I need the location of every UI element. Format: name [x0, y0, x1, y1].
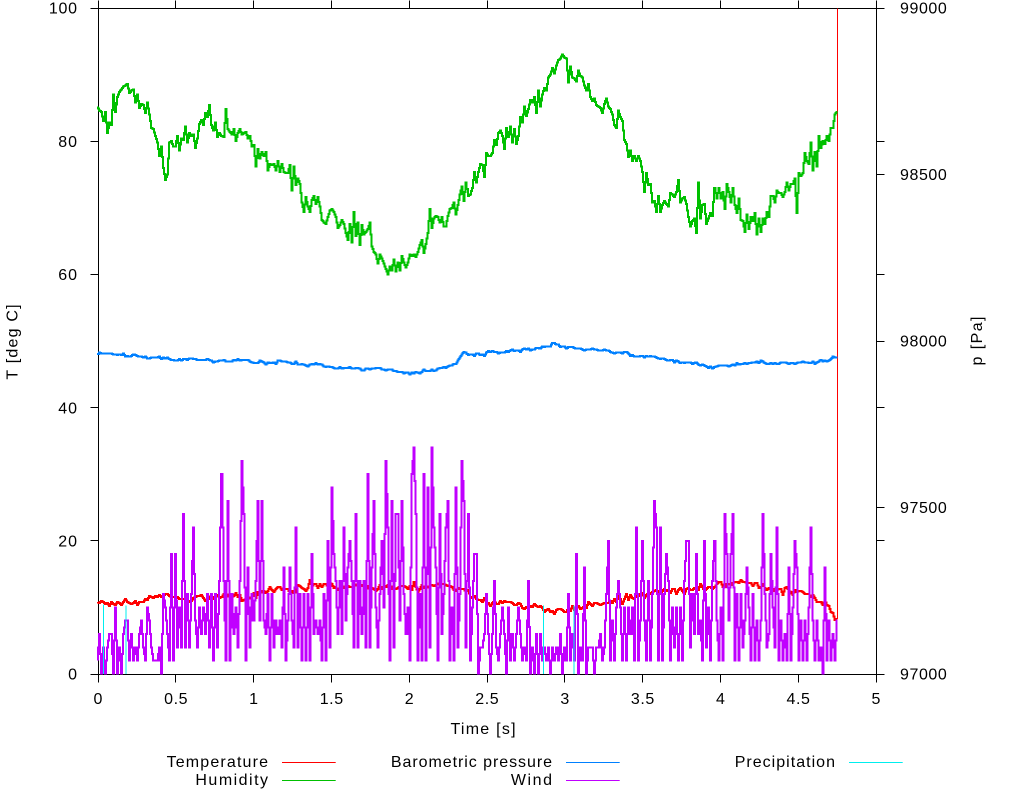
svg-text:Barometric pressure: Barometric pressure — [391, 754, 552, 771]
svg-text:100: 100 — [49, 1, 77, 18]
svg-text:5: 5 — [872, 691, 881, 708]
svg-text:Wind: Wind — [511, 772, 552, 789]
svg-text:2.5: 2.5 — [475, 691, 498, 708]
svg-text:Humidity: Humidity — [195, 772, 268, 789]
svg-text:60: 60 — [58, 267, 77, 284]
svg-text:3: 3 — [560, 691, 569, 708]
svg-text:T [deg C]: T [deg C] — [5, 304, 22, 379]
svg-text:40: 40 — [58, 400, 77, 417]
svg-text:3.5: 3.5 — [631, 691, 654, 708]
svg-text:4.5: 4.5 — [787, 691, 810, 708]
svg-text:4: 4 — [716, 691, 725, 708]
svg-text:99000: 99000 — [900, 1, 947, 18]
svg-text:0.5: 0.5 — [164, 691, 187, 708]
svg-text:1: 1 — [249, 691, 258, 708]
svg-text:80: 80 — [58, 134, 77, 151]
svg-text:2: 2 — [405, 691, 414, 708]
svg-text:20: 20 — [58, 534, 77, 551]
svg-text:Temperature: Temperature — [167, 754, 268, 771]
svg-text:98000: 98000 — [900, 334, 947, 351]
svg-text:97500: 97500 — [900, 500, 947, 517]
svg-text:97000: 97000 — [900, 667, 947, 684]
svg-text:98500: 98500 — [900, 167, 947, 184]
svg-text:0: 0 — [94, 691, 103, 708]
svg-text:1.5: 1.5 — [320, 691, 343, 708]
svg-text:p [Pa]: p [Pa] — [969, 317, 986, 366]
svg-text:Precipitation: Precipitation — [735, 754, 835, 771]
svg-text:0: 0 — [68, 667, 77, 684]
svg-text:Time [s]: Time [s] — [450, 721, 515, 738]
